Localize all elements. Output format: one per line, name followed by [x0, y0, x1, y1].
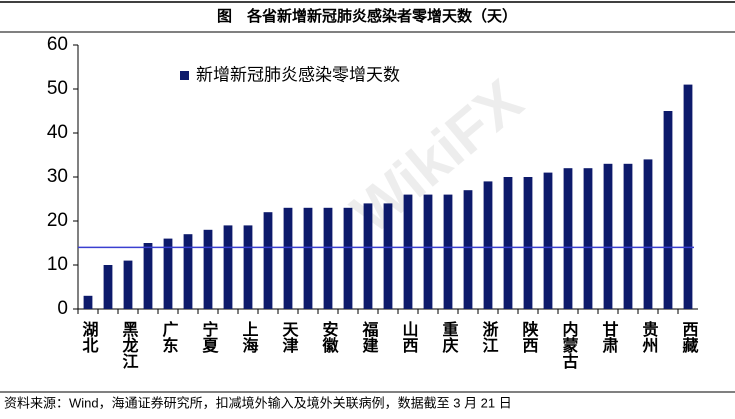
- x-tick-label: 福建: [360, 320, 380, 354]
- y-tick-label: 50: [47, 78, 68, 99]
- y-tick-label: 10: [47, 254, 68, 275]
- bar: [403, 194, 413, 309]
- bar: [543, 172, 553, 309]
- bar: [623, 163, 633, 309]
- x-tick-label: 浙江: [480, 320, 499, 354]
- x-tick-label: 宁夏: [200, 320, 220, 354]
- bar: [203, 229, 213, 309]
- x-tick-label: 上海: [240, 321, 259, 354]
- y-tick-label: 30: [47, 166, 68, 187]
- bar: [603, 163, 613, 309]
- bar: [223, 225, 233, 309]
- bar: [643, 159, 653, 309]
- bar: [163, 238, 173, 309]
- bar: [443, 194, 453, 309]
- bar: [363, 203, 373, 309]
- source: 资料来源：Wind，海通证券研究所，扣减境外输入及境外关联病例，数据截至 3 月…: [4, 395, 512, 410]
- bar: [583, 168, 593, 309]
- bar: [343, 207, 353, 309]
- bar: [523, 177, 533, 309]
- bar: [483, 181, 493, 309]
- legend-swatch: [180, 71, 189, 80]
- bar: [303, 207, 313, 309]
- y-tick-label: 0: [57, 298, 68, 319]
- x-tick-label: 天津: [280, 321, 299, 354]
- y-tick-label: 40: [47, 122, 68, 143]
- bar: [463, 190, 473, 309]
- x-tick-label: 西藏: [680, 321, 699, 354]
- bar: [383, 203, 393, 309]
- y-tick-label: 60: [47, 34, 68, 55]
- bar: [263, 212, 273, 309]
- bar: [503, 177, 513, 309]
- bar: [183, 234, 193, 309]
- bar: [683, 84, 693, 309]
- bar: [123, 260, 133, 309]
- x-tick-label: 广东: [160, 320, 179, 354]
- bar: [143, 243, 153, 309]
- x-tick-label: 山西: [400, 321, 419, 354]
- chart-title: 图 各省新增新冠肺炎感染者零增天数（天）: [217, 7, 517, 25]
- bar: [243, 225, 253, 309]
- x-tick-label: 内蒙古: [560, 320, 579, 370]
- legend-label: 新增新冠肺炎感染零增天数: [196, 66, 400, 86]
- y-tick-label: 20: [47, 210, 68, 231]
- bar: [423, 194, 433, 309]
- bar: [323, 207, 333, 309]
- x-tick-label: 安徽: [320, 320, 340, 354]
- x-tick-label: 贵州: [640, 320, 660, 353]
- bar: [103, 265, 113, 309]
- bar: [283, 207, 293, 309]
- x-tick-label: 重庆: [440, 320, 460, 354]
- x-tick-label: 黑龙江: [120, 321, 140, 370]
- bar: [83, 295, 93, 309]
- bar: [663, 111, 673, 309]
- x-tick-label: 湖北: [80, 321, 99, 353]
- x-tick-label: 甘肃: [600, 321, 619, 354]
- x-tick-label: 陕西: [520, 320, 539, 354]
- bar: [563, 168, 573, 309]
